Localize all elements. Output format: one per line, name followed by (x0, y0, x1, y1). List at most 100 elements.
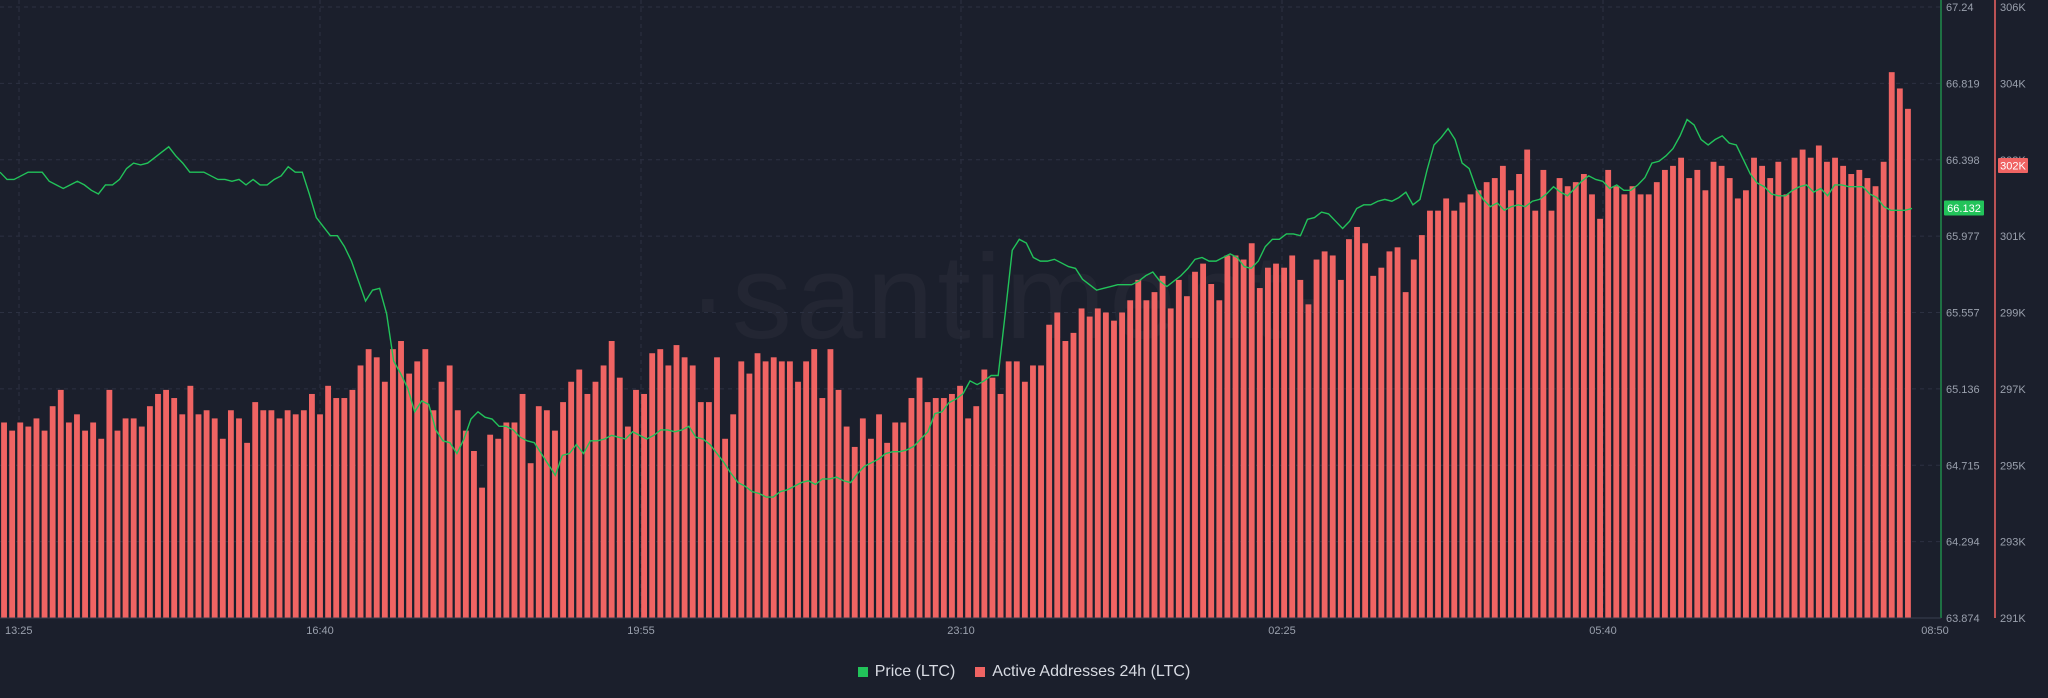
active-addresses-bar (1435, 210, 1441, 619)
active-addresses-bar (1499, 165, 1506, 619)
active-addresses-bar (1540, 169, 1547, 618)
active-addresses-bar (422, 349, 429, 618)
active-addresses-bar (1589, 194, 1595, 618)
active-addresses-tick-label: 293K (2000, 537, 2026, 549)
active-addresses-bar (1005, 361, 1012, 618)
active-addresses-bar (138, 426, 145, 618)
active-addresses-bar (1030, 365, 1036, 618)
active-addresses-bar (746, 373, 753, 618)
active-addresses-bar (487, 434, 494, 618)
active-addresses-bar (1248, 243, 1255, 618)
price-tick-label: 66.398 (1946, 155, 1980, 167)
current-price-label: 66.132 (1947, 203, 1981, 215)
active-addresses-bar (1880, 161, 1887, 619)
active-addresses-bar (1362, 243, 1369, 618)
price-line (0, 118, 1913, 498)
active-addresses-bar (762, 361, 769, 618)
x-tick-label: 23:10 (947, 625, 975, 637)
active-addresses-bar (1151, 292, 1158, 618)
active-addresses-bar (98, 438, 105, 618)
active-addresses-bar (1775, 161, 1782, 619)
active-addresses-bar (519, 393, 526, 618)
active-addresses-bar (1354, 226, 1360, 618)
active-addresses-bar (284, 410, 291, 618)
active-addresses-bar (681, 357, 688, 618)
price-legend-swatch (857, 667, 868, 677)
active-addresses-bar (163, 389, 169, 618)
active-addresses-bar (1840, 165, 1847, 619)
active-addresses-bar (876, 414, 882, 618)
active-addresses-bar (892, 422, 899, 618)
active-addresses-bar (390, 349, 396, 618)
active-addresses-bar (1070, 332, 1077, 618)
active-addresses-bar (130, 418, 137, 618)
active-addresses-bar (1694, 169, 1701, 618)
active-addresses-bar (1475, 190, 1482, 619)
active-addresses-bar (1078, 308, 1085, 618)
active-addresses-bar (1265, 267, 1271, 618)
active-addresses-bar (1896, 88, 1903, 619)
active-addresses-bar (1743, 190, 1749, 619)
active-addresses-bar (155, 393, 161, 618)
active-addresses-bar (1686, 178, 1693, 618)
active-addresses-bar (333, 398, 340, 618)
active-addresses-bar (25, 426, 32, 618)
active-addresses-bar (187, 385, 194, 618)
active-addresses-bar (1516, 174, 1522, 618)
x-tick-label: 16:40 (306, 625, 334, 637)
active-addresses-bar (122, 418, 129, 618)
active-addresses-tick-label: 306K (2000, 2, 2026, 14)
active-addresses-bar (1175, 279, 1182, 618)
active-addresses-bar (1297, 279, 1304, 618)
active-addresses-bar (1337, 279, 1344, 618)
active-addresses-bar (527, 463, 534, 618)
active-addresses-bar (851, 446, 858, 618)
active-addresses-bar (754, 353, 761, 618)
active-addresses-bars (1, 72, 1911, 619)
legend-item-price[interactable]: Price (LTC) (857, 663, 955, 681)
active-addresses-bar (17, 422, 24, 618)
active-addresses-bar (1329, 255, 1336, 618)
active-addresses-bar (1418, 235, 1425, 619)
active-addresses-bar (41, 430, 48, 618)
active-addresses-bar (1021, 381, 1028, 618)
active-addresses-bar (511, 422, 518, 618)
active-addresses-bar (1799, 149, 1806, 618)
active-addresses-bar (1759, 165, 1766, 619)
active-addresses-bar (1864, 178, 1871, 618)
active-addresses-bar (1127, 300, 1134, 618)
active-addresses-bar (916, 377, 923, 618)
active-addresses-bar (705, 402, 712, 618)
active-addresses-bar (608, 341, 615, 618)
active-addresses-bar (552, 430, 558, 618)
legend-item-active-addresses[interactable]: Active Addresses 24h (LTC) (975, 663, 1190, 681)
active-addresses-bar (827, 349, 834, 618)
active-addresses-bar (65, 422, 72, 618)
active-addresses-bar (1670, 165, 1676, 619)
price-tick-label: 65.557 (1946, 308, 1980, 320)
active-addresses-bar (146, 406, 153, 618)
active-addresses-bar (1751, 157, 1757, 618)
active-addresses-bar (1167, 308, 1174, 618)
active-addresses-bar (1491, 178, 1498, 618)
active-addresses-bar (1678, 157, 1685, 618)
active-addresses-tick-label: 295K (2000, 460, 2026, 472)
active-addresses-bar (430, 410, 437, 618)
active-addresses-bar (462, 430, 469, 618)
active-addresses-bar (957, 385, 963, 618)
active-addresses-bar (1135, 279, 1142, 618)
active-addresses-bar (33, 418, 40, 618)
active-addresses-bar (641, 393, 647, 618)
active-addresses-tick-label: 291K (2000, 613, 2026, 625)
active-addresses-bar (292, 414, 299, 618)
active-addresses-bar (624, 426, 631, 618)
active-addresses-bar (1645, 194, 1652, 618)
active-addresses-bar (1143, 300, 1150, 618)
active-addresses-tick-label: 301K (2000, 231, 2026, 243)
active-addresses-bar (1815, 145, 1822, 619)
active-addresses-bar (82, 430, 88, 618)
active-addresses-bar (868, 438, 874, 618)
active-addresses-bar (1410, 259, 1417, 618)
active-addresses-bar (633, 389, 639, 618)
active-addresses-bar (1905, 108, 1911, 618)
